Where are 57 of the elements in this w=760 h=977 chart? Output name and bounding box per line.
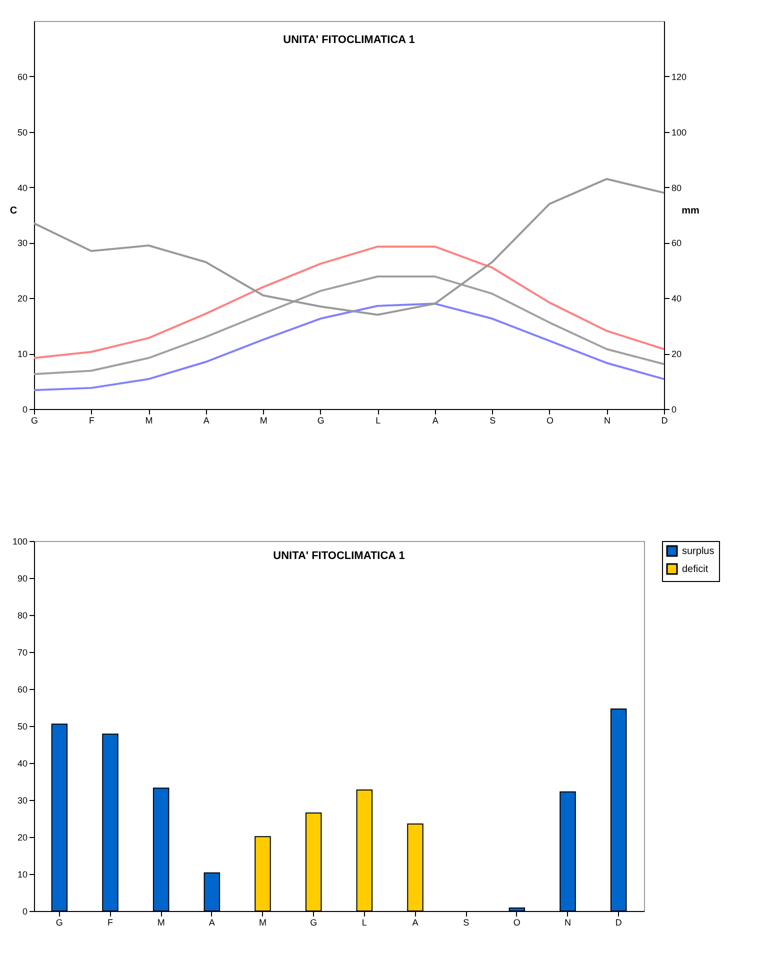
- y-tick-label: 60: [17, 684, 28, 694]
- x-tick-label: L: [362, 918, 367, 928]
- y-tick-label: 10: [17, 349, 28, 360]
- y-tick-label: 30: [17, 796, 28, 806]
- x-tick-label: F: [108, 918, 114, 928]
- x-tick-label: G: [317, 416, 324, 426]
- x-tick-label: A: [203, 416, 210, 426]
- x-tick-label: M: [260, 416, 268, 426]
- x-tick-label: G: [56, 918, 63, 928]
- x-tick-label: G: [30, 416, 38, 426]
- legend-label: surplus: [682, 546, 714, 557]
- y-tick-label: 0: [22, 404, 28, 414]
- y2-tick-label: 40: [672, 294, 682, 304]
- y-tick-label: 40: [17, 182, 28, 193]
- x-tick-label: M: [259, 918, 266, 928]
- y-tick-label: 100: [12, 536, 28, 546]
- x-tick-label: A: [208, 918, 215, 928]
- x-tick-label: M: [145, 416, 153, 426]
- y-tick-label: 20: [17, 832, 28, 842]
- y-tick-label: 50: [17, 127, 28, 138]
- y2-tick-label: 0: [672, 404, 677, 414]
- y-axis-title: C: [10, 206, 18, 216]
- y-tick-label: 20: [17, 294, 28, 304]
- y-tick-label: 90: [17, 574, 28, 584]
- x-tick-label: S: [463, 918, 470, 928]
- y-tick-label: 30: [17, 238, 28, 248]
- x-tick-label: G: [310, 918, 318, 928]
- x-tick-label: O: [513, 918, 520, 928]
- y2-tick-label: 100: [672, 127, 687, 138]
- x-tick-label: N: [604, 416, 610, 426]
- x-tick-label: F: [89, 416, 96, 426]
- text: UNITA' FITOCLIMATICA 1: [273, 550, 405, 562]
- x-tick-label: M: [157, 918, 165, 928]
- y-tick-label: 10: [17, 870, 28, 880]
- y2-tick-label: 60: [672, 238, 682, 248]
- x-tick-label: S: [490, 416, 496, 426]
- y2-tick-label: 80: [672, 182, 682, 193]
- y-tick-label: 50: [17, 722, 28, 732]
- x-tick-label: L: [376, 416, 381, 426]
- line-series: [33, 302, 665, 392]
- y-tick-label: 80: [17, 610, 28, 620]
- y2-tick-label: 20: [672, 349, 682, 360]
- x-tick-label: D: [661, 416, 668, 426]
- legend-label: deficit: [682, 564, 708, 575]
- y2-axis-title: mm: [682, 206, 700, 216]
- y-tick-label: 40: [17, 758, 28, 768]
- y-tick-label: 70: [17, 648, 28, 658]
- y-tick-label: 60: [17, 72, 28, 82]
- y-tick-label: 0: [22, 906, 28, 916]
- x-tick-label: A: [412, 918, 418, 928]
- x-tick-label: D: [615, 918, 622, 928]
- x-tick-label: O: [546, 416, 554, 426]
- x-tick-label: N: [564, 918, 571, 928]
- x-tick-label: A: [432, 416, 438, 426]
- line-series: [33, 246, 665, 360]
- y2-tick-label: 120: [672, 72, 687, 82]
- text: UNITA' FITOCLIMATICA 1: [283, 34, 415, 46]
